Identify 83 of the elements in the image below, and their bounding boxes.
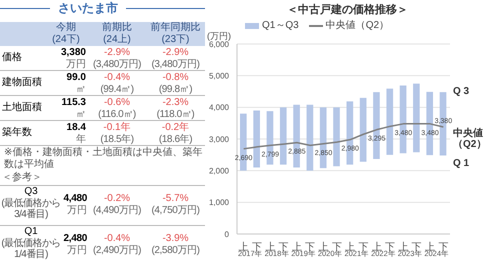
text: 2,480 [62, 233, 87, 245]
text: 建物面積 [2, 77, 43, 89]
text: Q 3 [453, 86, 470, 97]
text: -3.9% [161, 233, 190, 245]
text: -0.4% [102, 72, 132, 84]
chart-title: ＜中古戸建の価格推移＞ [286, 2, 409, 17]
text: (99.8㎡) [158, 84, 194, 96]
text: 年 [75, 134, 86, 146]
y-tick-label: 5,000 [208, 72, 230, 81]
text: (99.4㎡) [99, 84, 135, 96]
x-tick-label: 下 [358, 242, 368, 253]
text: (24下) [51, 34, 81, 46]
text: 前期比 [101, 22, 133, 34]
text: 価格 [2, 52, 23, 64]
text: (2,580万円) [150, 245, 201, 257]
bar [360, 98, 366, 162]
text: (4,750万円) [150, 205, 201, 217]
y-tick-label: 1,000 [208, 198, 230, 208]
bar [280, 107, 287, 165]
y-tick-label: 3,000 [208, 134, 230, 144]
text: Q3 [23, 186, 39, 198]
text: -0.6% [102, 97, 132, 109]
text: -0.2% [102, 193, 132, 205]
text: Q1 [23, 226, 39, 238]
text: Q 1 [453, 158, 470, 169]
text: (23下) [160, 34, 190, 46]
text: ＜参考＞ [2, 172, 43, 184]
text: (最低価格から3/4番目) [0, 198, 62, 220]
text: 18.4 [66, 122, 86, 134]
text: 115.3 [60, 97, 86, 109]
bar [333, 107, 340, 166]
legend-label: Q1～Q3 [262, 20, 299, 32]
text: (最低価格から1/4番目) [0, 238, 62, 260]
text: 万円 [66, 205, 87, 217]
x-tick-label: 下 [305, 242, 316, 253]
text: 土地面積 [2, 102, 43, 114]
x-tick-label: 下 [278, 242, 289, 253]
text: 4,480 [62, 193, 87, 205]
text: (4,490万円) [92, 205, 142, 217]
bar [306, 104, 314, 171]
text: (3,480万円) [150, 59, 201, 71]
bar [386, 88, 394, 155]
text: (18.5年) [99, 134, 135, 146]
text: 万円 [65, 59, 86, 71]
text: 築年数 [2, 127, 33, 139]
y-tick-label: 2,000 [208, 166, 230, 176]
text: (2,490万円) [92, 245, 142, 257]
x-tick-label: 下 [412, 242, 422, 253]
text: 万円 [66, 245, 87, 257]
text: -2.3% [161, 97, 190, 109]
text: ※価格・建物面積・土地面積は中央値、築年数は平均値 [4, 147, 204, 171]
bar [413, 84, 420, 152]
bar [253, 110, 260, 168]
text: 中央値（Q2） [453, 128, 488, 150]
text: -0.4% [102, 233, 132, 245]
y-tick-label: 6,000 [208, 40, 230, 49]
text: (18.6年) [158, 134, 194, 146]
text: -2.9% [161, 47, 190, 59]
text: (118.0㎡) [156, 109, 196, 121]
x-tick-label: 下 [252, 242, 262, 253]
text: ㎡ [75, 109, 86, 121]
text: -0.1年 [102, 122, 132, 134]
text: 今期 [55, 22, 77, 34]
text: (24上) [102, 34, 132, 46]
y-tick-label: 0 [224, 230, 230, 239]
text: -2.9% [102, 47, 132, 59]
text: -5.7% [161, 193, 190, 205]
text: 99.0 [66, 72, 86, 84]
line-series [242, 123, 444, 150]
text: (3,480万円) [92, 59, 142, 71]
x-tick-label: 下 [332, 242, 342, 253]
text: (116.0㎡) [97, 109, 137, 121]
y-axis-title: (万円) [207, 30, 231, 41]
y-tick-label: 4,000 [208, 103, 230, 112]
text: -0.8% [161, 72, 190, 84]
x-tick-label: 下 [438, 242, 448, 253]
text: -0.2年 [160, 122, 190, 134]
legend-label: 中央値（Q2） [326, 20, 390, 32]
x-tick-label: 下 [385, 242, 396, 253]
text: 前年同期比 [150, 22, 202, 34]
text: ㎡ [75, 84, 86, 96]
text: さいたま市 [50, 1, 126, 15]
text: 3,380 [60, 47, 86, 59]
